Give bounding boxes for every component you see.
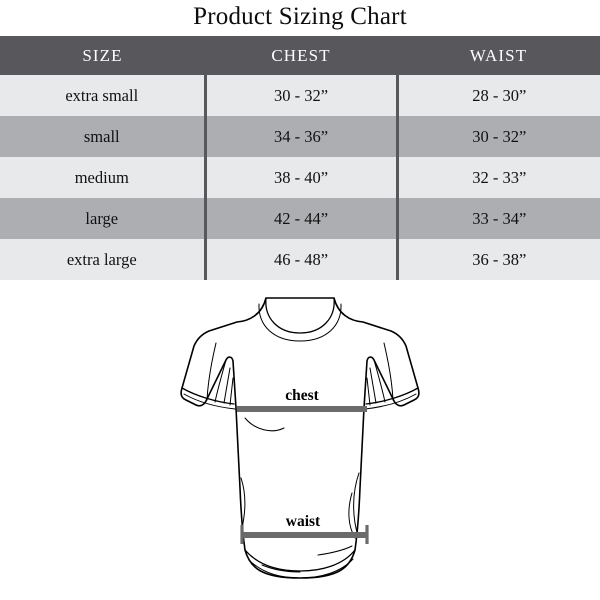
shirt-collar-inner xyxy=(258,303,342,342)
shirt-hem-inner xyxy=(248,558,354,579)
shirt-hem-stitch-left xyxy=(261,564,301,573)
torso-wrinkle-side-left xyxy=(240,477,246,529)
cell-chest: 30 - 32” xyxy=(203,75,397,116)
table-row: extra small 30 - 32” 28 - 30” xyxy=(0,75,600,116)
shirt-hem-stitch-right xyxy=(317,545,353,556)
column-header-size: SIZE xyxy=(0,36,205,75)
table-body: extra small 30 - 32” 28 - 30” small 34 -… xyxy=(0,75,600,280)
t-shirt-illustration: chest waist xyxy=(0,288,600,600)
sleeve-hem-left xyxy=(181,387,235,405)
table-header-row: SIZE CHEST WAIST xyxy=(0,36,600,75)
sleeve-hem-right xyxy=(365,387,419,405)
sleeve-hem-right-inner xyxy=(364,393,417,410)
chest-measure-label: chest xyxy=(285,387,319,404)
sleeve-fold-right-1 xyxy=(383,342,394,401)
cell-waist: 36 - 38” xyxy=(395,239,600,280)
column-header-chest: CHEST xyxy=(205,36,397,75)
sleeve-fold-right-2 xyxy=(373,359,386,403)
sleeve-hem-left-inner xyxy=(183,393,236,410)
table-header: SIZE CHEST WAIST xyxy=(0,36,600,75)
table-row: extra large 46 - 48” 36 - 38” xyxy=(0,239,600,280)
t-shirt-icon: chest waist xyxy=(180,297,420,579)
cell-size: medium xyxy=(0,157,205,198)
table-row: small 34 - 36” 30 - 32” xyxy=(0,116,600,157)
cell-chest: 42 - 44” xyxy=(203,198,397,239)
sizing-table: SIZE CHEST WAIST extra small 30 - 32” 28… xyxy=(0,36,600,280)
shirt-collar xyxy=(265,297,335,334)
shirt-hem-outer xyxy=(244,549,356,572)
sleeve-fold-left-4 xyxy=(229,377,234,406)
cell-size: extra small xyxy=(0,75,205,116)
waist-measure-label: waist xyxy=(286,513,321,530)
sleeve-fold-right-3 xyxy=(369,367,377,404)
cell-size: small xyxy=(0,116,205,157)
torso-wrinkle-left xyxy=(244,417,285,432)
column-header-waist: WAIST xyxy=(397,36,600,75)
cell-size: large xyxy=(0,198,205,239)
sleeve-fold-right-4 xyxy=(366,377,371,406)
table-row: medium 38 - 40” 32 - 33” xyxy=(0,157,600,198)
sleeve-fold-left-2 xyxy=(214,359,227,403)
cell-waist: 32 - 33” xyxy=(395,157,600,198)
page-title: Product Sizing Chart xyxy=(193,3,407,30)
table-row: large 42 - 44” 33 - 34” xyxy=(0,198,600,239)
cell-chest: 46 - 48” xyxy=(203,239,397,280)
cell-waist: 30 - 32” xyxy=(395,116,600,157)
cell-size: extra large xyxy=(0,239,205,280)
cell-chest: 34 - 36” xyxy=(203,116,397,157)
sleeve-fold-left-1 xyxy=(206,342,217,401)
cell-chest: 38 - 40” xyxy=(203,157,397,198)
cell-waist: 33 - 34” xyxy=(395,198,600,239)
sleeve-fold-left-3 xyxy=(223,367,231,404)
torso-wrinkle-side-right xyxy=(353,472,360,537)
cell-waist: 28 - 30” xyxy=(395,75,600,116)
